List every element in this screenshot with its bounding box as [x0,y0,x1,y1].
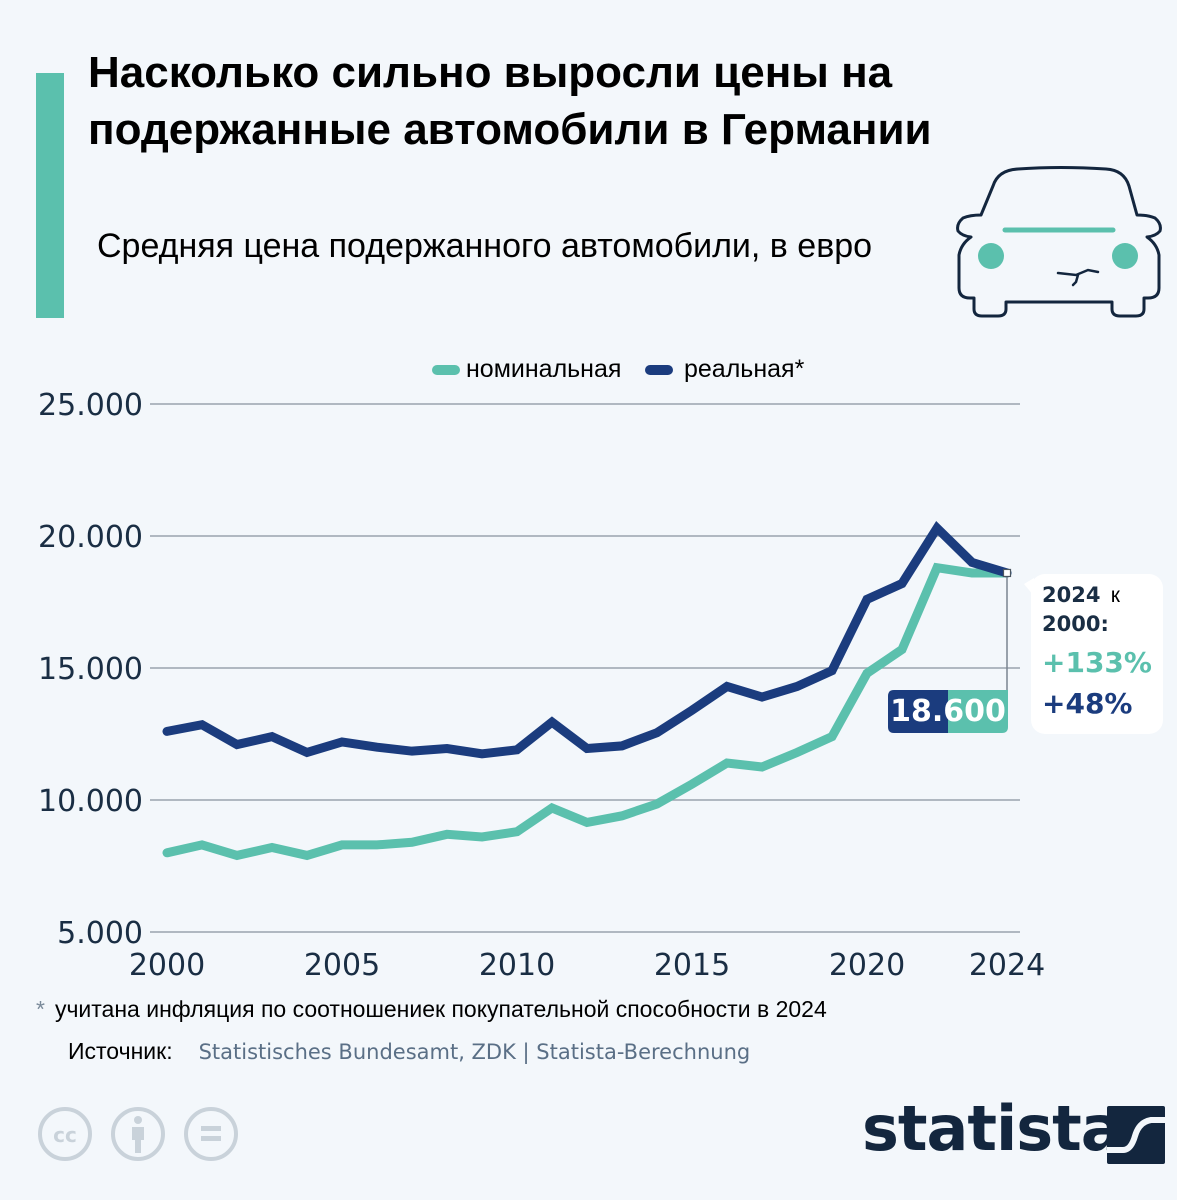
y-tick-label: 25.000 [38,388,143,423]
x-axis-ticks: 2000 2005 2010 2015 2020 2024 [129,948,1045,983]
footnote-text: учитана инфляция по соотношениек покупат… [54,996,827,1022]
legend-swatch-nominal [432,364,460,375]
end-value-label: 18.600 [890,694,1006,729]
source-link[interactable]: Statistisches Bundesamt, ZDK | Statista-… [198,1040,751,1064]
series-line-nominal [162,562,1012,861]
footnote: * учитана инфляция по соотношениек покупа… [36,996,827,1023]
y-tick-label: 20.000 [38,520,143,555]
cc-icon[interactable]: cc [38,1107,92,1161]
source-label: Источник: [68,1038,173,1064]
source-line: Источник: Statistisches Bundesamt, ZDK | … [68,1038,750,1065]
end-annotation [1002,568,1034,690]
license-icons: cc [38,1107,238,1161]
page-title: Насколько сильно выросли цены на подержа… [88,48,932,154]
statista-logo[interactable]: statista [862,1092,1167,1168]
callout-real-change: +48% [1042,687,1133,720]
x-tick-label: 2020 [829,948,905,983]
callout-nominal-change: +133% [1042,646,1152,679]
end-value-badge: 18.600 [888,690,1008,733]
x-tick-label: 2010 [479,948,555,983]
chart-legend: номинальная реальная* [0,355,1177,389]
car-icon [956,166,1162,318]
y-tick-label: 5.000 [57,916,143,951]
x-tick-label: 2024 [969,948,1045,983]
attribution-icon[interactable] [111,1107,165,1161]
y-tick-label: 15.000 [38,652,143,687]
footnote-marker: * [36,996,45,1022]
x-tick-label: 2015 [654,948,730,983]
chart-subtitle: Средняя цена подержанного автомобили, в … [97,227,873,265]
accent-bar [36,73,64,318]
x-tick-label: 2005 [304,948,380,983]
no-derivatives-icon[interactable] [184,1107,238,1161]
y-tick-label: 10.000 [38,784,143,819]
end-point-marker [1002,568,1012,578]
statista-logo-mark-icon [1107,1106,1165,1164]
callout-year: 2024 [1042,583,1101,607]
x-tick-label: 2000 [129,948,205,983]
callout-k: к [1110,584,1120,607]
legend-label-real: реальная* [684,355,805,383]
legend-swatch-real [645,364,673,375]
callout-base-year: 2000: [1042,612,1109,636]
svg-text:cc: cc [53,1123,77,1147]
y-axis-ticks: 5.000 10.000 15.000 20.000 25.000 [38,388,143,951]
brand-name: statista [862,1092,1123,1165]
legend-item-nominal: номинальная [432,355,621,384]
change-callout: 2024 к 2000: +133% +48% [1031,574,1163,734]
series-line-real [162,520,1012,759]
legend-label-nominal: номинальная [466,355,622,383]
legend-item-real: реальная* [645,355,804,384]
callout-heading-line1: 2024 к [1042,583,1120,608]
series-lines [162,520,1012,861]
